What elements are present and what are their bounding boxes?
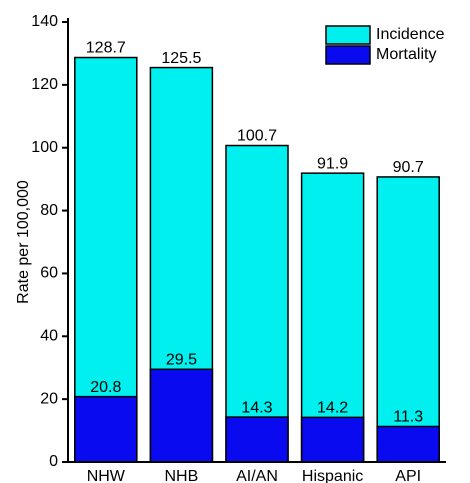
y-tick-label: 140 [31,13,58,30]
y-tick-label: 60 [40,265,58,282]
bar [300,416,365,463]
y-tick-label: 80 [40,202,58,219]
data-label: 91.9 [317,155,348,172]
x-tick-label: NHB [165,468,199,483]
data-label: 128.7 [86,40,126,57]
x-tick-label: API [395,468,421,483]
bar [225,416,289,463]
data-label: 90.7 [393,159,424,176]
y-tick-label: 120 [31,76,58,93]
y-tick-label: 20 [40,390,58,407]
bar [74,395,138,463]
data-label: 100.7 [237,128,277,145]
bar [74,56,138,463]
x-tick-label: AI/AN [236,468,278,483]
data-label: 125.5 [161,50,201,67]
bar [149,368,214,463]
bar [376,176,440,463]
bar [300,172,365,463]
legend-swatch [325,25,371,45]
data-label: 11.3 [393,409,423,426]
data-label: 20.8 [90,379,121,396]
x-tick-label: Hispanic [302,468,363,483]
y-tick-label: 0 [49,453,58,470]
legend-label: Mortality [376,46,436,63]
bar [225,144,289,463]
legend-swatch [325,45,371,65]
y-tick-label: 40 [40,328,58,345]
y-axis-label: Rate per 100,000 [15,180,32,304]
bar [376,425,440,463]
y-tick-label: 100 [31,139,58,156]
data-label: 14.3 [241,399,272,416]
legend-label: Incidence [376,26,445,43]
x-tick-label: NHW [87,468,126,483]
data-label: 14.2 [317,400,348,417]
data-label: 29.5 [166,352,197,369]
